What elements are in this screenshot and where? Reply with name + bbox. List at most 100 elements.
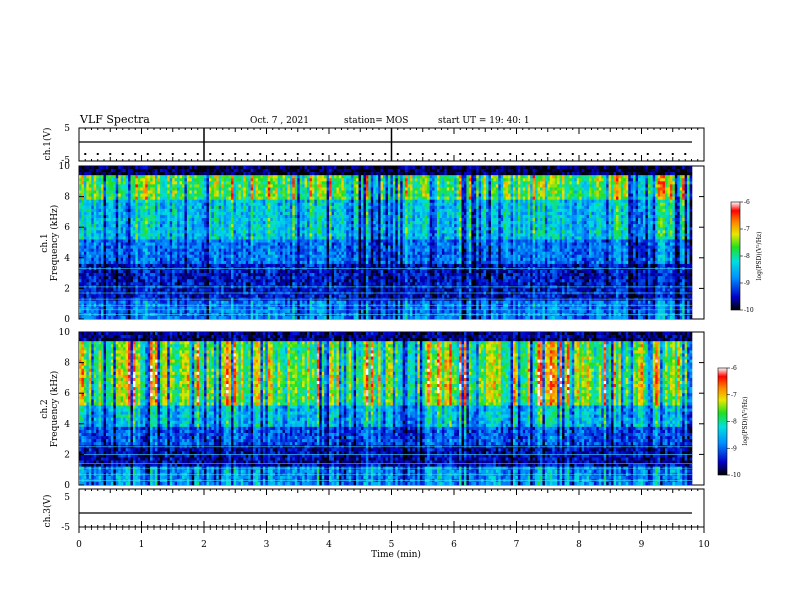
spectrogram-cell [231,184,234,187]
spectrogram-cell [226,215,229,218]
spectrogram-cell [219,184,222,187]
spectrogram-cell [236,215,239,218]
spectrogram-cell [285,227,288,230]
spectrogram-cell [175,288,178,291]
spectrogram-cell [130,221,133,224]
spectrogram-cell [194,215,197,218]
spectrogram-cell [300,172,303,175]
spectrogram-cell [265,270,268,273]
spectrogram-cell [101,255,104,258]
spectrogram-cell [236,209,239,212]
spectrogram-cell [84,258,87,261]
spectrogram-cell [172,310,175,313]
spectrogram-cell [233,224,236,227]
spectrogram-cell [192,239,195,242]
spectrogram-cell [241,252,244,255]
spectrogram-cell [170,221,173,224]
spectrogram-cell [192,212,195,215]
spectrogram-cell [275,236,278,239]
spectrogram-cell [221,282,224,285]
spectrogram-cell [150,184,153,187]
spectrogram-cell [187,264,190,267]
spectrogram-cell [204,206,207,209]
spectrogram-cell [101,190,104,193]
spectrogram-cell [256,206,259,209]
spectrogram-cell [170,261,173,264]
spectrogram-cell [177,197,180,200]
spectrogram-cell [160,184,163,187]
spectrogram-cell [302,218,305,221]
spectrogram-cell [295,261,298,264]
spectrogram-cell [155,295,158,298]
spectrogram-cell [270,175,273,178]
spectrogram-cell [148,246,151,249]
spectrogram-cell [94,270,97,273]
spectrogram-cell [138,209,141,212]
spectrogram-cell [130,261,133,264]
spectrogram-cell [135,273,138,276]
spectrogram-cell [155,218,158,221]
spectrogram-cell [202,301,205,304]
spectrogram-cell [226,258,229,261]
spectrogram-cell [295,200,298,203]
spectrogram-cell [229,310,232,313]
spectrogram-cell [143,282,146,285]
spectrogram-cell [130,178,133,181]
spectrogram-cell [197,295,200,298]
spectrogram-cell [79,295,82,298]
spectrogram-cell [128,255,131,258]
spectrogram-cell [162,258,165,261]
spectrogram-cell [94,206,97,209]
spectrogram-cell [273,194,276,197]
spectrogram-cell [278,273,281,276]
spectrogram-cell [268,209,271,212]
spectrogram-cell [253,175,256,178]
spectrogram-cell [292,197,295,200]
spectrogram-cell [86,279,89,282]
spectrogram-cell [135,295,138,298]
spectrogram-cell [290,169,293,172]
spectrogram-cell [229,282,232,285]
spectrogram-cell [280,215,283,218]
spectrogram-cell [302,310,305,313]
spectrogram-cell [302,279,305,282]
spectrogram-cell [275,194,278,197]
spectrogram-cell [216,243,219,246]
spectrogram-cell [221,203,224,206]
ch1-marker [222,153,224,155]
spectrogram-cell [241,279,244,282]
spectrogram-cell [104,288,107,291]
spectrogram-cell [273,181,276,184]
spectrogram-cell [113,203,116,206]
spectrogram-cell [270,215,273,218]
spectrogram-cell [211,215,214,218]
spectrogram-cell [140,239,143,242]
spectrogram-cell [236,200,239,203]
spectrogram-cell [300,270,303,273]
spectrogram-cell [285,310,288,313]
spectrogram-cell [116,261,119,264]
spectrogram-cell [160,227,163,230]
spectrogram-cell [273,230,276,233]
spectrogram-cell [113,295,116,298]
spectrogram-cell [148,288,151,291]
spectrogram-cell [111,316,114,319]
spectrogram-cell [153,227,156,230]
spectrogram-cell [251,190,254,193]
spectrogram-cell [162,230,165,233]
spectrogram-cell [111,175,114,178]
spectrogram-cell [162,212,165,215]
spectrogram-cell [99,212,102,215]
spectrogram-cell [96,181,99,184]
spectrogram-cell [204,258,207,261]
spectrogram-cell [130,230,133,233]
spectrogram-cell [96,209,99,212]
spectrogram-cell [283,295,286,298]
spectrogram-cell [300,197,303,200]
spectrogram-cell [91,209,94,212]
spectrogram-cell [162,252,165,255]
spectrogram-cell [280,236,283,239]
spectrogram-cell [273,172,276,175]
spectrogram-cell [135,172,138,175]
spectrogram-cell [162,190,165,193]
